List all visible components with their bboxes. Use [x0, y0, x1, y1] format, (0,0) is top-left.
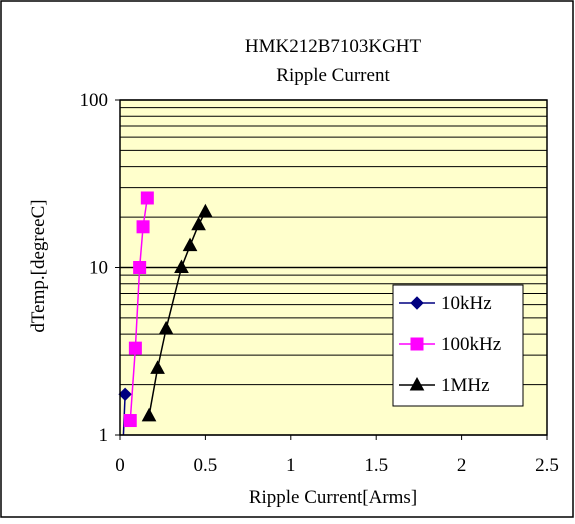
x-tick-label: 2.5: [535, 455, 559, 476]
chart-title: HMK212B7103KGHT: [245, 36, 422, 57]
legend-marker-10khz: [410, 296, 424, 310]
legend-marker-100khz: [410, 337, 424, 351]
data-point-100khz: [140, 191, 154, 205]
data-point-1mhz: [158, 320, 174, 335]
tick-labels: 0 0.5 1 1.5 2 2.5 1 10 100: [80, 90, 559, 476]
data-point-1mhz: [150, 360, 165, 374]
x-axis-label: Ripple Current[Arms]: [249, 487, 417, 508]
x-tick-label: 0.5: [194, 455, 218, 476]
chart-subtitle: Ripple Current: [276, 65, 390, 86]
x-tick-label: 1.5: [364, 455, 388, 476]
y-tick-label: 100: [80, 90, 109, 111]
data-point-100khz: [128, 341, 142, 355]
legend-label-100khz: 100kHz: [441, 334, 501, 355]
x-tick-label: 0: [115, 455, 125, 476]
series-1mhz: [141, 203, 213, 422]
x-tick-label: 2: [457, 455, 467, 476]
legend: 10kHz 100kHz 1MHz: [392, 284, 524, 407]
series-100khz: [123, 191, 154, 428]
data-point-100khz: [123, 414, 137, 428]
x-tick-label: 1: [286, 455, 296, 476]
series-layer: [118, 191, 213, 436]
data-point-1mhz: [141, 407, 157, 422]
data-point-10khz: [118, 387, 132, 401]
y-axis-label: dTemp.[degreeC]: [28, 199, 49, 332]
legend-marker-1mhz: [409, 376, 425, 391]
data-point-1mhz: [191, 216, 206, 231]
data-point-100khz: [133, 261, 147, 274]
legend-label-10khz: 10kHz: [441, 293, 492, 314]
data-point-1mhz: [174, 259, 189, 273]
legend-label-1mhz: 1MHz: [441, 375, 490, 396]
y-tick-label: 1: [99, 425, 109, 446]
data-point-100khz: [136, 220, 150, 234]
data-point-1mhz: [182, 237, 198, 252]
y-tick-label: 10: [89, 258, 108, 279]
data-point-1mhz: [198, 203, 213, 218]
